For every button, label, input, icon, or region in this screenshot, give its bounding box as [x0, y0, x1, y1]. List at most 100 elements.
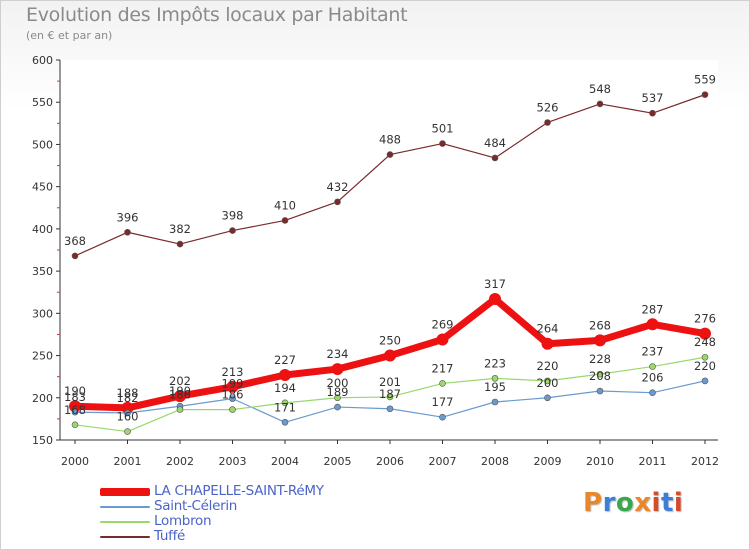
y-tick-label-550: 550 [32, 96, 53, 109]
data-label-lombron-2002: 186 [169, 388, 191, 402]
logo-letter: r [602, 488, 616, 518]
data-point-saint-c-lerin-2005 [334, 403, 341, 411]
data-point-la-chapelle-saint-r-my-2004 [279, 368, 291, 381]
proxiti-logo: Proxiti [583, 488, 683, 518]
data-point-lombron-2009 [544, 377, 551, 385]
data-label-saint-c-lerin-2011: 206 [642, 371, 664, 385]
data-point-la-chapelle-saint-r-my-2002 [174, 390, 186, 403]
data-label-saint-c-lerin-2009: 200 [537, 376, 559, 390]
chart-title: Evolution des Impôts locaux par Habitant [26, 4, 408, 26]
data-point-la-chapelle-saint-r-my-2006 [384, 349, 396, 362]
legend-swatch-lombron [100, 521, 150, 523]
legend-swatch-la-chapelle-saint-r-my [100, 488, 150, 496]
data-point-tuff--2011 [649, 109, 656, 117]
data-label-saint-c-lerin-2007: 177 [432, 395, 454, 409]
x-tick-label-2006: 2006 [376, 455, 404, 468]
y-tick-label-600: 600 [32, 54, 53, 67]
logo-letter: i [673, 488, 684, 518]
data-point-lombron-2001 [124, 428, 131, 435]
data-label-lombron-2004: 194 [274, 381, 296, 395]
data-label-saint-c-lerin-2004: 171 [274, 400, 296, 414]
data-point-tuff--2000 [71, 252, 79, 260]
data-point-lombron-2005 [334, 394, 341, 402]
x-tick-label-2008: 2008 [481, 455, 509, 468]
data-point-la-chapelle-saint-r-my-2000 [69, 400, 81, 413]
data-point-lombron-2011 [649, 363, 656, 370]
data-label-saint-c-lerin-2005: 189 [327, 385, 349, 399]
data-label-saint-c-lerin-2008: 195 [484, 380, 506, 394]
data-point-la-chapelle-saint-r-my-2012 [699, 327, 711, 340]
data-point-saint-c-lerin-2011 [649, 389, 656, 397]
data-label-la-chapelle-saint-r-my-2003: 213 [222, 365, 244, 379]
data-point-tuff--2007 [439, 140, 446, 147]
data-point-tuff--2005 [334, 198, 341, 206]
data-point-lombron-2010 [596, 370, 604, 378]
x-tick-label-2003: 2003 [219, 455, 247, 468]
data-label-tuff--2012: 559 [694, 73, 716, 87]
y-tick-label-450: 450 [32, 181, 53, 194]
legend-label-saint-c-lerin: Saint-Célerin [154, 498, 238, 514]
logo-letter: o [615, 488, 635, 518]
data-point-saint-c-lerin-2012 [701, 377, 709, 385]
x-tick-label-2009: 2009 [534, 455, 562, 468]
data-point-lombron-2012 [701, 353, 709, 361]
x-tick-label-2000: 2000 [61, 455, 89, 468]
logo-letter: P [583, 488, 603, 518]
data-point-lombron-2000 [71, 421, 79, 429]
data-label-saint-c-lerin-2012: 220 [694, 359, 716, 373]
legend-swatch-saint-c-lerin [100, 506, 150, 508]
data-label-la-chapelle-saint-r-my-2009: 264 [537, 322, 559, 336]
x-tick-label-2012: 2012 [691, 455, 719, 468]
data-label-tuff--2003: 398 [222, 209, 244, 223]
data-point-la-chapelle-saint-r-my-2010 [594, 334, 606, 347]
y-tick-label-200: 200 [32, 392, 53, 405]
data-point-lombron-2003 [229, 406, 236, 413]
data-point-saint-c-lerin-2003 [229, 395, 236, 402]
y-tick-label-300: 300 [32, 307, 53, 320]
data-point-saint-c-lerin-2007 [439, 413, 446, 421]
data-point-tuff--2009 [544, 119, 551, 126]
data-point-lombron-2006 [386, 393, 394, 401]
data-point-la-chapelle-saint-r-my-2008 [489, 292, 501, 305]
data-label-tuff--2006: 488 [379, 133, 401, 147]
data-label-tuff--2002: 382 [169, 222, 191, 236]
data-label-tuff--2004: 410 [274, 198, 296, 212]
data-label-tuff--2007: 501 [432, 122, 454, 136]
data-point-tuff--2003 [229, 227, 236, 234]
data-point-lombron-2002 [176, 406, 184, 413]
data-label-saint-c-lerin-2002: 190 [169, 384, 191, 398]
data-label-la-chapelle-saint-r-my-2000: 190 [64, 384, 86, 398]
logo-letter: i [651, 488, 661, 518]
data-point-saint-c-lerin-2009 [544, 394, 551, 402]
data-point-tuff--2008 [491, 154, 499, 162]
data-label-lombron-2003: 186 [222, 388, 244, 402]
data-point-tuff--2006 [386, 151, 394, 158]
y-tick-label-250: 250 [32, 350, 53, 363]
data-label-tuff--2001: 396 [117, 210, 139, 224]
data-label-saint-c-lerin-2000: 183 [64, 390, 86, 404]
data-label-saint-c-lerin-2001: 182 [117, 391, 139, 405]
data-point-tuff--2002 [176, 240, 184, 248]
x-tick-label-2010: 2010 [586, 455, 614, 468]
data-label-la-chapelle-saint-r-my-2001: 188 [117, 386, 139, 400]
data-point-saint-c-lerin-2006 [386, 405, 394, 413]
x-tick-label-2005: 2005 [324, 455, 352, 468]
data-label-lombron-2008: 223 [484, 356, 506, 370]
data-point-saint-c-lerin-2008 [491, 398, 499, 406]
data-label-tuff--2005: 432 [327, 180, 349, 194]
y-tick-label-400: 400 [32, 223, 53, 236]
data-label-tuff--2008: 484 [484, 136, 506, 150]
chart-subtitle: (en € et par an) [26, 29, 113, 42]
data-point-saint-c-lerin-2010 [596, 387, 604, 395]
data-label-lombron-2005: 200 [327, 376, 349, 390]
data-label-la-chapelle-saint-r-my-2004: 227 [274, 353, 296, 367]
data-label-tuff--2011: 537 [642, 91, 664, 105]
data-point-saint-c-lerin-2000 [71, 408, 79, 416]
data-label-la-chapelle-saint-r-my-2008: 317 [484, 277, 506, 291]
data-label-tuff--2009: 526 [537, 100, 559, 114]
x-tick-label-2001: 2001 [114, 455, 142, 468]
data-label-la-chapelle-saint-r-my-2006: 250 [379, 334, 401, 348]
data-label-saint-c-lerin-2003: 199 [222, 377, 244, 391]
plot-area [60, 60, 718, 440]
data-label-lombron-2011: 237 [642, 345, 664, 359]
